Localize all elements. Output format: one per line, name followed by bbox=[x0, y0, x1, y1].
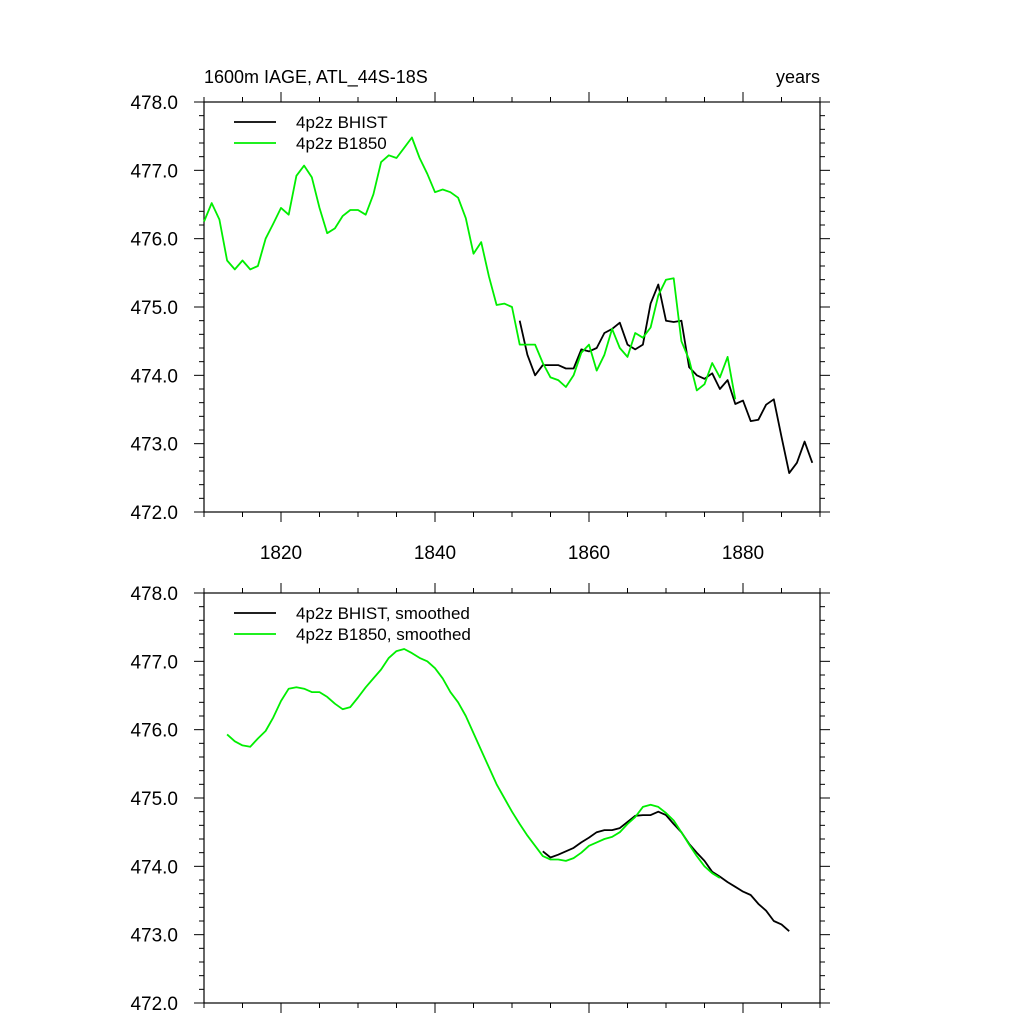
legend-label: 4p2z BHIST, smoothed bbox=[296, 604, 470, 623]
top-title-right: years bbox=[776, 67, 820, 87]
y-tick-label: 476.0 bbox=[130, 721, 178, 742]
bottom-panel: 472.0 473.0 474.0 475.0 476.0 477.0 478.0 4p2z … bbox=[130, 583, 830, 1015]
x-tick-label: 1820 bbox=[260, 543, 302, 564]
y-tick-label: 478.0 bbox=[130, 584, 178, 605]
series-line-bhist bbox=[518, 283, 814, 475]
series-line-bhist bbox=[542, 810, 790, 932]
x-tick-label: 1840 bbox=[414, 543, 456, 564]
x-tick-label: 1880 bbox=[722, 543, 764, 564]
y-tick-label: 474.0 bbox=[130, 366, 178, 387]
y-tick-label: 478.0 bbox=[130, 93, 178, 114]
y-tick-label: 477.0 bbox=[130, 161, 178, 182]
legend-label: 4p2z B1850 bbox=[296, 134, 387, 153]
legend-label: 4p2z B1850, smoothed bbox=[296, 625, 471, 644]
legend-label: 4p2z BHIST bbox=[296, 113, 388, 132]
plot-frame bbox=[203, 592, 821, 1004]
series-line-b1850 bbox=[203, 136, 737, 400]
y-tick-label: 473.0 bbox=[130, 926, 178, 947]
y-tick-label: 477.0 bbox=[130, 652, 178, 673]
y-tick-label: 475.0 bbox=[130, 298, 178, 319]
y-tick-label: 476.0 bbox=[130, 230, 178, 251]
top-title-left: 1600m IAGE, ATL_44S-18S bbox=[204, 67, 428, 88]
y-tick-label: 472.0 bbox=[130, 994, 178, 1015]
y-tick-label: 472.0 bbox=[130, 503, 178, 524]
x-tick-label: 1860 bbox=[568, 543, 610, 564]
y-tick-label: 473.0 bbox=[130, 435, 178, 456]
y-tick-label: 475.0 bbox=[130, 789, 178, 810]
top-panel: 1600m IAGE, ATL_44S-18S years 472.0 473.0… bbox=[130, 67, 830, 564]
series-line-b1850 bbox=[226, 648, 721, 879]
y-tick-label: 474.0 bbox=[130, 857, 178, 878]
